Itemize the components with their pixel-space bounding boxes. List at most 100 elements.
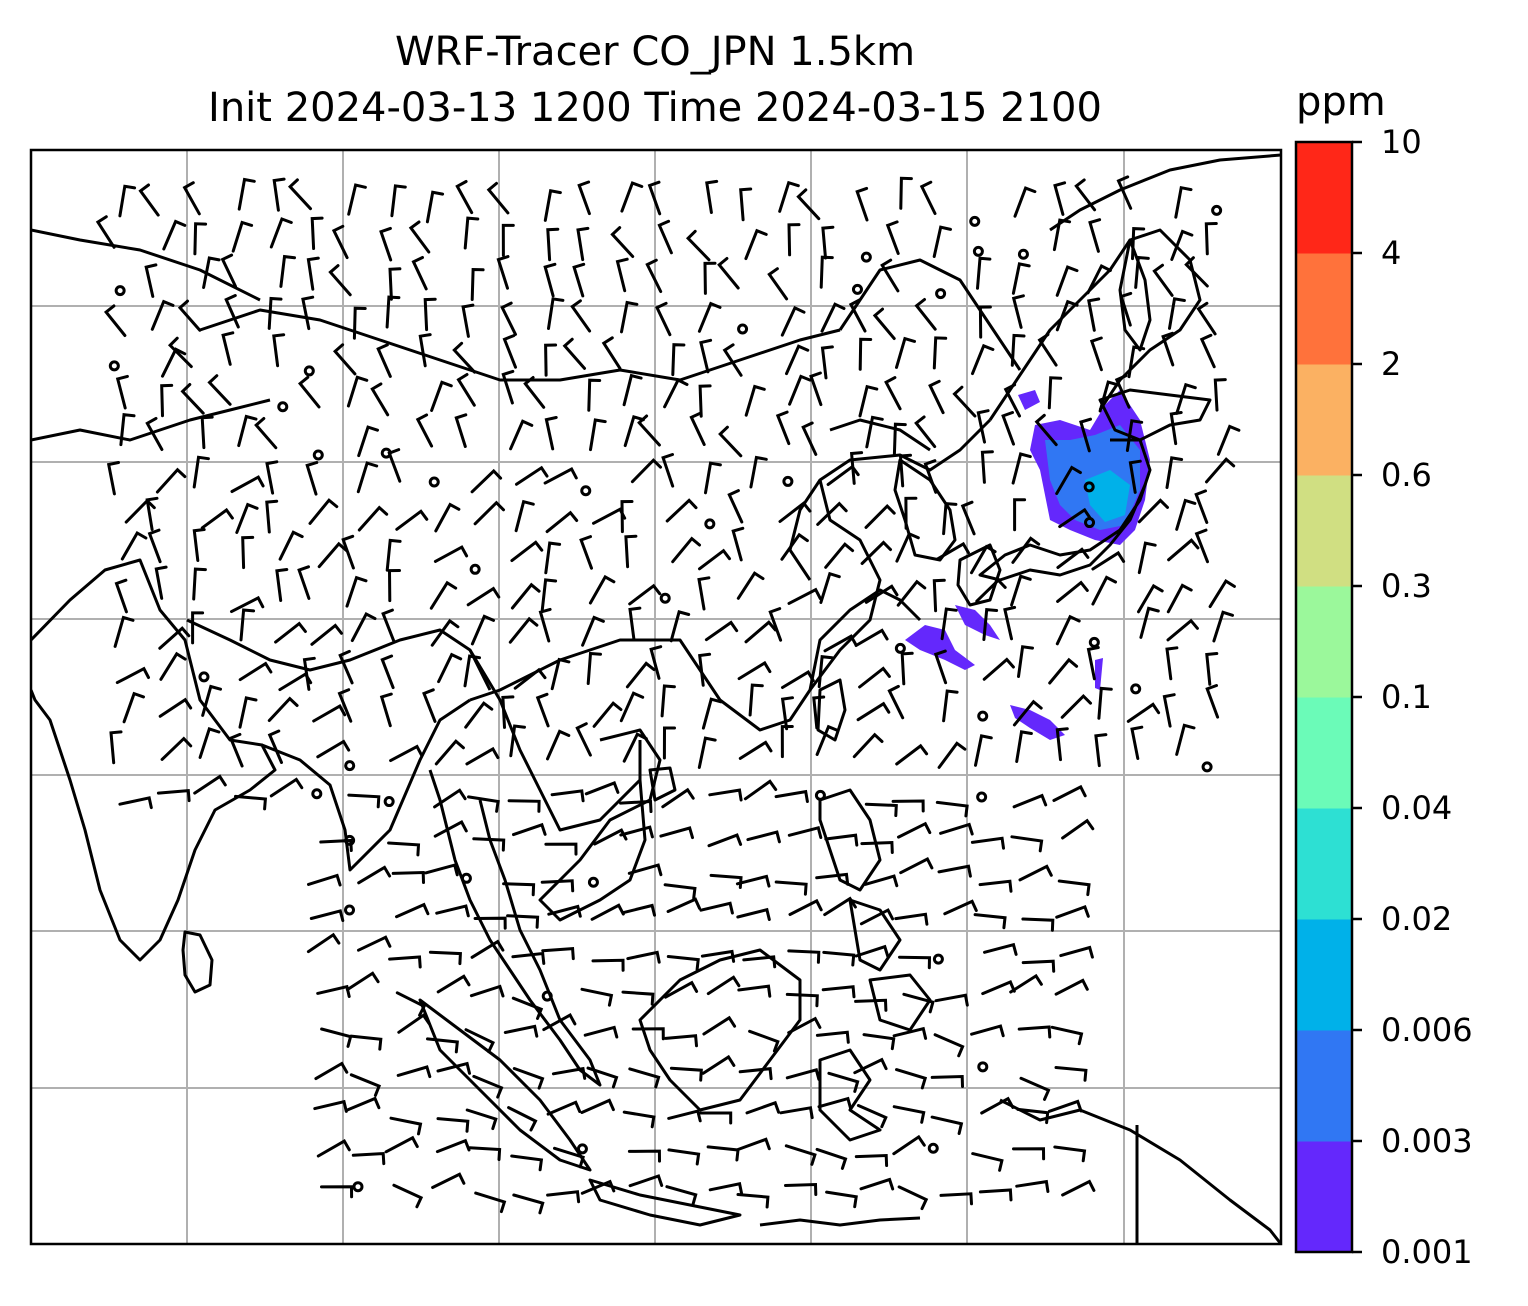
wind-barb — [885, 220, 900, 255]
coastline-luzon — [818, 788, 882, 892]
wind-barb — [106, 461, 120, 496]
wind-barb — [1018, 864, 1053, 882]
wind-barb — [543, 466, 578, 485]
wind-barb — [238, 696, 258, 729]
wind-barb — [619, 825, 654, 839]
wind-barb — [704, 620, 739, 642]
wind-barb — [423, 297, 437, 332]
wind-barb — [671, 536, 701, 564]
coastline-bohai — [829, 418, 931, 452]
wind-barb — [960, 500, 976, 536]
wind-barb — [796, 188, 821, 221]
wind-barb — [411, 256, 428, 291]
colorbar-segment — [1296, 586, 1352, 698]
wind-barb — [1137, 583, 1164, 614]
wind-barb — [914, 298, 937, 331]
wind-barb — [1166, 618, 1199, 642]
wind-barb — [1130, 725, 1144, 760]
wind-barb — [622, 373, 643, 407]
wind-barb — [144, 263, 158, 298]
wind-barb — [1097, 686, 1113, 720]
wind-calm-marker — [969, 215, 981, 227]
wind-barb — [301, 295, 315, 331]
wind-barb — [1175, 382, 1197, 415]
wind-barb — [431, 1172, 466, 1189]
wind-barb — [895, 1068, 928, 1090]
wind-barb — [544, 343, 558, 377]
wind-barb — [620, 181, 644, 213]
wind-barb — [858, 384, 879, 418]
wind-barb — [328, 264, 352, 297]
wind-calm-marker — [469, 563, 481, 575]
wind-barb — [224, 294, 240, 329]
wind-barb — [1053, 181, 1067, 216]
wind-barb — [855, 186, 869, 222]
wind-barb — [1011, 294, 1025, 329]
wind-barb — [858, 337, 873, 371]
wind-barb — [887, 684, 905, 720]
wind-barb — [671, 343, 686, 377]
wind-barb — [1091, 575, 1117, 606]
wind-barb — [932, 336, 948, 370]
wind-barb — [859, 1177, 895, 1191]
wind-barb — [894, 912, 929, 926]
wind-barb — [507, 1106, 538, 1132]
wind-barb — [306, 932, 341, 954]
wind-barb — [509, 724, 526, 758]
wind-barb — [455, 180, 474, 215]
wind-barb — [1059, 945, 1094, 959]
wind-calm-marker — [1083, 481, 1095, 493]
wind-barb — [345, 1096, 381, 1112]
wind-barb — [511, 996, 544, 1020]
wind-barb — [230, 475, 265, 493]
co-tracer-plumes — [905, 390, 1150, 740]
wind-calm-marker — [344, 760, 356, 772]
wind-barb — [980, 1096, 1015, 1115]
wind-barb — [470, 939, 505, 959]
wind-barb — [316, 1139, 351, 1158]
chart-title-line2: Init 2024-03-13 1200 Time 2024-03-15 210… — [208, 85, 1102, 131]
wind-barb — [1016, 1107, 1050, 1125]
wind-barb — [774, 789, 809, 803]
wind-barb — [624, 534, 638, 569]
wind-barb — [666, 955, 700, 972]
wind-barb — [395, 902, 430, 919]
wind-barb — [705, 179, 719, 214]
wind-calm-marker — [312, 449, 324, 461]
wind-barb — [620, 500, 634, 534]
wind-barb — [388, 267, 402, 301]
wind-barb — [970, 1024, 1005, 1038]
wind-barb — [942, 689, 959, 723]
wind-barb — [699, 338, 713, 374]
wind-barb — [1021, 917, 1055, 932]
wind-barb — [1009, 973, 1043, 994]
wind-barb — [546, 227, 560, 262]
wind-barb — [778, 180, 800, 213]
wind-barb — [538, 607, 552, 643]
wind-barb — [620, 300, 639, 334]
wind-calm-marker — [344, 904, 356, 916]
wind-barb — [542, 1013, 577, 1032]
wind-barb — [775, 410, 791, 446]
wind-barb — [306, 256, 320, 291]
wind-barb — [900, 651, 914, 686]
wind-barb — [433, 788, 467, 809]
wind-barb — [864, 802, 898, 817]
wind-barb — [1015, 1179, 1050, 1193]
coastline-honshu — [978, 438, 1152, 582]
wind-barb — [392, 1183, 424, 1209]
coastline-hokkaido — [1098, 388, 1212, 442]
wind-barb — [815, 1030, 850, 1044]
wind-calm-marker — [737, 323, 749, 335]
wind-barb — [856, 701, 891, 722]
wind-barb — [935, 541, 970, 561]
colorbar — [1294, 140, 1362, 1254]
wind-barb — [823, 634, 858, 653]
wind-barb — [426, 1037, 459, 1054]
wind-barb — [708, 788, 743, 802]
wind-barb — [332, 343, 357, 376]
coastline-sumatra — [418, 998, 592, 1172]
wind-barb — [862, 1033, 896, 1051]
wind-barb — [622, 1110, 656, 1129]
wind-barb — [1055, 904, 1090, 919]
